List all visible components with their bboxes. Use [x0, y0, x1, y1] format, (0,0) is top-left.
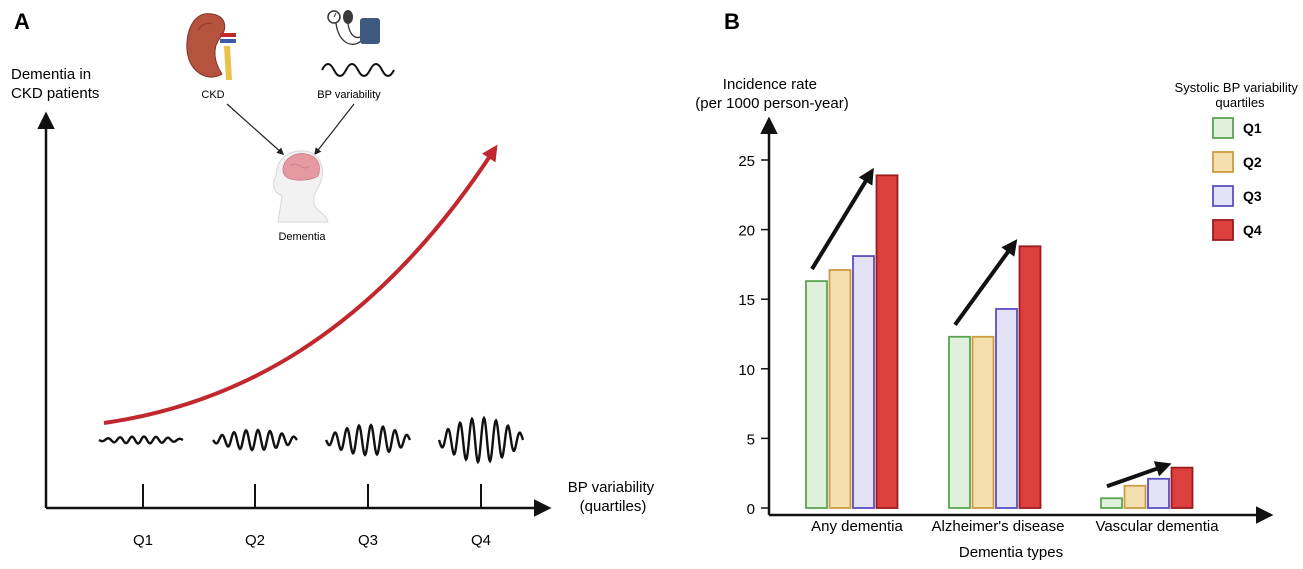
panel-a-y-label-line2: CKD patients [11, 85, 99, 102]
y-tick-label: 15 [738, 292, 755, 309]
panel-a-x-label: BP variability (quartiles) [568, 479, 659, 515]
panel-a: A Dementia in CKD patients BP variabilit… [11, 9, 659, 549]
group-trend-arrow [810, 167, 874, 271]
y-tick-label: 0 [747, 501, 755, 518]
panel-a-ticks: Q1 Q2 Q3 Q4 [133, 484, 491, 549]
panel-b-letter: B [724, 9, 740, 34]
tick-label-q4: Q4 [471, 532, 491, 549]
bp-monitor-icon [321, 10, 395, 77]
legend-label-q4: Q4 [1243, 222, 1262, 238]
wave-q1 [98, 435, 184, 445]
wave-q2 [212, 428, 298, 452]
bp-variability-waves [98, 415, 525, 465]
kidney-icon [186, 13, 236, 80]
y-tick-label: 25 [738, 153, 755, 170]
panel-b-category-labels: Any dementia Alzheimer's disease Vascular … [811, 518, 1219, 535]
bar-q2-2 [971, 335, 995, 509]
panel-b-y-label: Incidence rate (per 1000 person-year) [695, 76, 848, 112]
bp-variability-label: BP variability [317, 89, 381, 101]
panel-b-y-label-line2: (per 1000 person-year) [695, 95, 848, 112]
panel-b: B Incidence rate (per 1000 person-year) … [695, 9, 1302, 561]
tick-label-q3: Q3 [358, 532, 378, 549]
group-trend-arrow [1106, 461, 1172, 489]
category-label: Any dementia [811, 518, 903, 535]
trend-arrow [103, 144, 498, 425]
bar-q1-3 [1100, 497, 1123, 509]
bar-q1-1 [805, 280, 828, 509]
tick-label-q1: Q1 [133, 532, 153, 549]
legend-title-line2: quartiles [1215, 95, 1265, 110]
panel-a-y-label: Dementia in CKD patients [11, 66, 99, 102]
legend-title-line1: Systolic BP variability [1175, 80, 1299, 95]
bar-q2-1 [828, 269, 852, 509]
wave-q4 [437, 415, 525, 465]
y-tick-label: 5 [747, 431, 755, 448]
bar-q3-2 [995, 308, 1018, 509]
bar-q3-1 [852, 255, 875, 509]
kidney-label: CKD [201, 89, 224, 101]
y-tick-label: 20 [738, 223, 755, 240]
bar-q4-2 [1018, 245, 1042, 509]
category-label: Vascular dementia [1095, 518, 1219, 535]
legend-swatch-q4 [1212, 219, 1234, 241]
bar-q2-3 [1123, 484, 1147, 509]
tick-label-q2: Q2 [245, 532, 265, 549]
legend: Systolic BP variability quartiles Q1 Q2 Q3… [1175, 80, 1302, 241]
legend-title: Systolic BP variability quartiles [1175, 80, 1302, 110]
bp-to-dementia-arrow [314, 103, 355, 156]
legend-label-q3: Q3 [1243, 188, 1262, 204]
panel-b-y-label-line1: Incidence rate [723, 76, 817, 93]
panel-a-x-label-line2: (quartiles) [580, 498, 647, 515]
dementia-label: Dementia [278, 231, 326, 243]
legend-label-q2: Q2 [1243, 154, 1262, 170]
panel-b-trend-arrows [810, 167, 1172, 489]
bar-q3-3 [1147, 477, 1170, 509]
legend-swatch-q3 [1212, 185, 1234, 207]
kidney-to-dementia-arrow [226, 103, 285, 155]
legend-items: Q1 Q2 Q3 Q4 [1212, 117, 1262, 241]
group-trend-arrow [953, 239, 1018, 326]
legend-swatch-q2 [1212, 151, 1234, 173]
legend-swatch-q1 [1212, 117, 1234, 139]
bar-q4-3 [1170, 466, 1194, 509]
brain-head-icon [273, 150, 329, 223]
panel-b-x-label: Dementia types [959, 544, 1063, 561]
panel-a-letter: A [14, 9, 30, 34]
panel-b-bars [805, 174, 1194, 509]
legend-label-q1: Q1 [1243, 120, 1262, 136]
panel-b-y-ticks: 0 5 10 15 20 25 [738, 153, 769, 518]
y-tick-label: 10 [738, 362, 755, 379]
category-label: Alzheimer's disease [932, 518, 1065, 535]
bar-q4-1 [875, 174, 899, 509]
wave-q3 [324, 423, 412, 457]
bar-q1-2 [948, 335, 971, 509]
panel-a-x-label-line1: BP variability [568, 479, 655, 496]
panel-a-y-label-line1: Dementia in [11, 66, 91, 83]
